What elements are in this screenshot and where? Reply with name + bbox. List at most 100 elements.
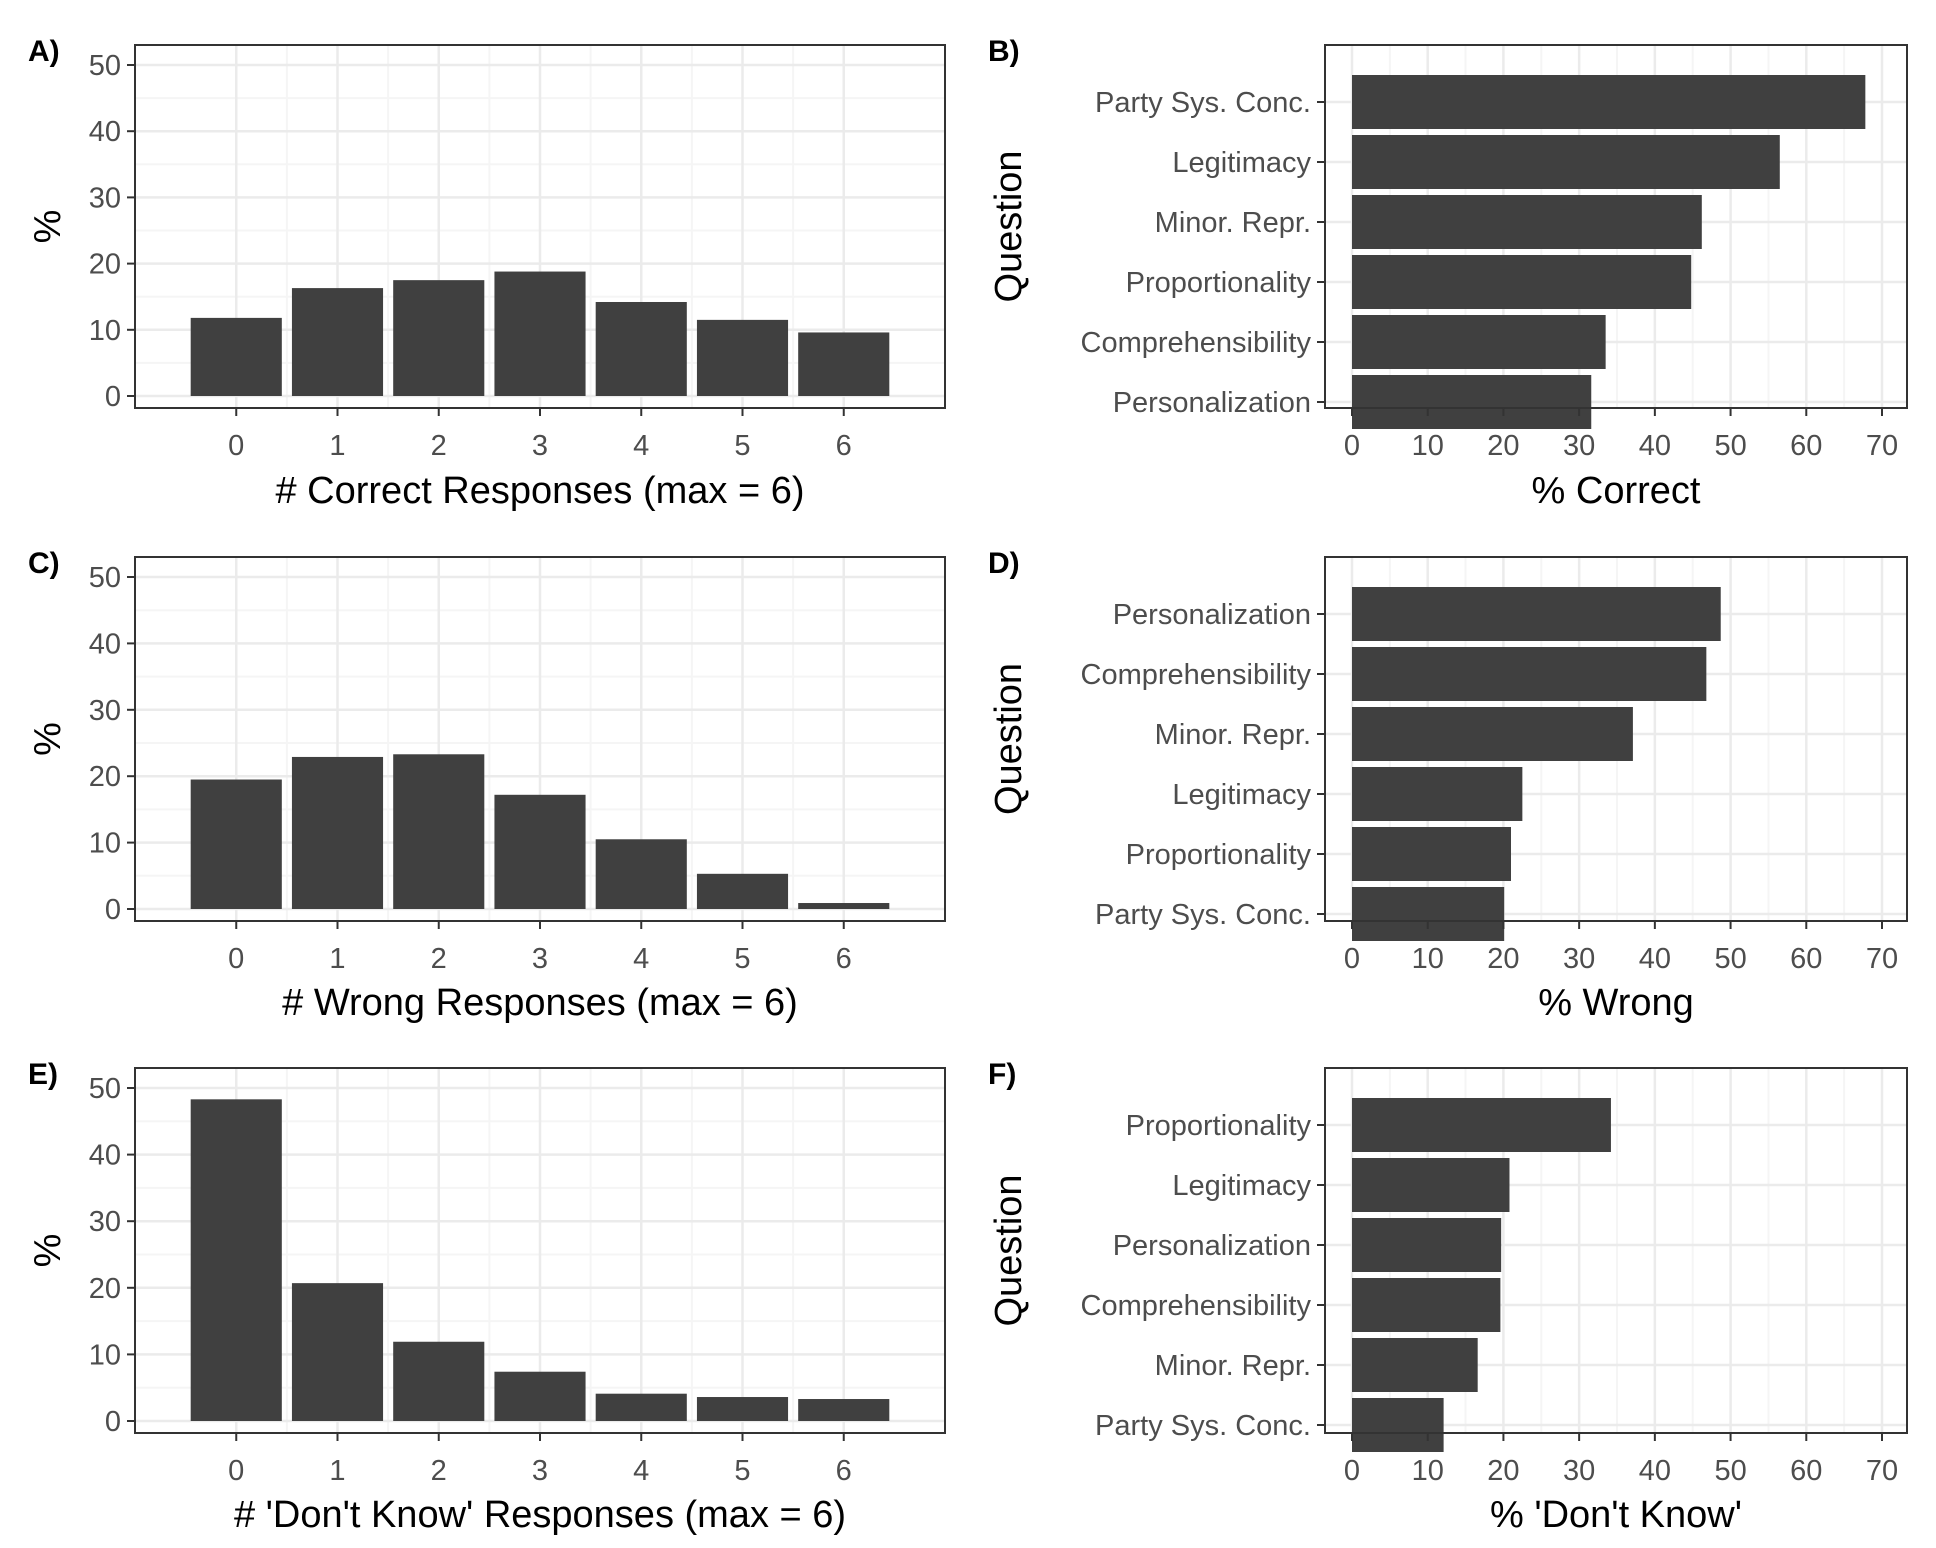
panel-a-bar-5 bbox=[696, 319, 789, 396]
panel-d-x-tick-label: 20 bbox=[1487, 943, 1519, 975]
panel-e-x-tick-label: 2 bbox=[431, 1455, 447, 1487]
panel-f-x-tick-label: 20 bbox=[1487, 1455, 1519, 1487]
panel-e-label: E) bbox=[28, 1058, 58, 1091]
panel-b-bar-6 bbox=[1352, 375, 1592, 429]
panel-f-bar-2 bbox=[1352, 1158, 1510, 1212]
panel-b-x-tick-label: 20 bbox=[1487, 430, 1519, 462]
panel-e-x-tick-label: 5 bbox=[734, 1455, 750, 1487]
panel-c-y-tick-label: 10 bbox=[89, 828, 121, 860]
panel-a-bar-3 bbox=[494, 271, 586, 396]
panel-b-category-label: Comprehensibility bbox=[1081, 327, 1312, 359]
panel-b-x-axis-title: % Correct bbox=[1532, 470, 1701, 512]
panel-a-bar-2 bbox=[393, 280, 485, 396]
panel-b-x-tick-label: 70 bbox=[1866, 430, 1898, 462]
panel-c-x-tick-label: 6 bbox=[836, 943, 852, 975]
panel-a-x-axis-title: # Correct Responses (max = 6) bbox=[275, 470, 804, 512]
panel-c-x-axis-title: # Wrong Responses (max = 6) bbox=[282, 982, 798, 1024]
panel-a-x-tick-label: 6 bbox=[836, 430, 852, 462]
panel-d-category-label: Party Sys. Conc. bbox=[1095, 899, 1311, 931]
panel-a-bar-1 bbox=[291, 288, 384, 396]
panel-b-x-tick-label: 30 bbox=[1563, 430, 1595, 462]
panel-a-x-tick-label: 4 bbox=[633, 430, 649, 462]
panel-d-x-tick-label: 60 bbox=[1790, 943, 1822, 975]
panel-b-x-tick-label: 10 bbox=[1412, 430, 1444, 462]
panel-b-x-tick-label: 40 bbox=[1639, 430, 1671, 462]
panel-e-y-axis-title: % bbox=[27, 1234, 69, 1268]
panel-e-bar-6 bbox=[798, 1399, 890, 1421]
panel-a-y-tick-label: 50 bbox=[89, 50, 121, 82]
panel-e-bar-2 bbox=[393, 1341, 485, 1421]
panel-b-bar-2 bbox=[1352, 135, 1780, 189]
panel-d-label: D) bbox=[988, 547, 1020, 580]
panel-a-x-tick-label: 5 bbox=[734, 430, 750, 462]
panel-f-category-label: Personalization bbox=[1113, 1230, 1311, 1262]
panel-f-bar-1 bbox=[1352, 1098, 1611, 1152]
panel-f-x-tick-label: 30 bbox=[1563, 1455, 1595, 1487]
panel-b-category-label: Legitimacy bbox=[1172, 147, 1311, 179]
panel-f-y-axis-title: Question bbox=[988, 1174, 1030, 1326]
panel-b-bar-4 bbox=[1352, 255, 1692, 309]
panel-d-category-label: Comprehensibility bbox=[1081, 659, 1312, 691]
panel-c-bar-0 bbox=[190, 779, 282, 909]
panel-c-bar-3 bbox=[494, 794, 586, 909]
panel-f-bar-6 bbox=[1352, 1398, 1444, 1452]
panel-a-x-tick-label: 1 bbox=[329, 430, 345, 462]
panel-f-category-label: Party Sys. Conc. bbox=[1095, 1410, 1311, 1442]
panel-b-label: B) bbox=[988, 35, 1020, 68]
panel-e-x-tick-label: 6 bbox=[836, 1455, 852, 1487]
panel-f-label: F) bbox=[988, 1058, 1016, 1091]
panel-c-bar-1 bbox=[291, 756, 384, 909]
panel-e-x-axis-title: # 'Don't Know' Responses (max = 6) bbox=[234, 1494, 846, 1536]
panel-e-x-tick-label: 0 bbox=[228, 1455, 244, 1487]
panel-e-bar-0 bbox=[190, 1099, 282, 1421]
panel-c-label: C) bbox=[28, 547, 60, 580]
panel-a-x-tick-label: 3 bbox=[532, 430, 548, 462]
panel-d-x-tick-label: 50 bbox=[1714, 943, 1746, 975]
panel-b-category-label: Personalization bbox=[1113, 387, 1311, 419]
panel-a-bar-0 bbox=[190, 317, 282, 396]
panel-c-x-tick-label: 1 bbox=[329, 943, 345, 975]
panel-e-y-tick-label: 30 bbox=[89, 1206, 121, 1238]
panel-b-bar-5 bbox=[1352, 315, 1606, 369]
panel-c-x-tick-label: 4 bbox=[633, 943, 649, 975]
panel-d-x-tick-label: 30 bbox=[1563, 943, 1595, 975]
panel-e-bar-3 bbox=[494, 1371, 586, 1421]
panel-b-category-label: Minor. Repr. bbox=[1155, 207, 1311, 239]
panel-d-category-label: Personalization bbox=[1113, 599, 1311, 631]
panel-d-category-label: Legitimacy bbox=[1172, 779, 1311, 811]
panel-d-category-label: Minor. Repr. bbox=[1155, 719, 1311, 751]
panel-f-bar-4 bbox=[1352, 1278, 1501, 1332]
panel-e-bar-1 bbox=[291, 1283, 384, 1421]
panel-f-x-tick-label: 70 bbox=[1866, 1455, 1898, 1487]
panel-c-y-tick-label: 50 bbox=[89, 562, 121, 594]
panel-a-y-tick-label: 10 bbox=[89, 315, 121, 347]
panel-d-x-tick-label: 10 bbox=[1412, 943, 1444, 975]
panel-f-category-label: Minor. Repr. bbox=[1155, 1350, 1311, 1382]
panel-e-bar-5 bbox=[696, 1397, 789, 1421]
panel-b-frame bbox=[1324, 44, 1908, 409]
panel-e-x-tick-label: 3 bbox=[532, 1455, 548, 1487]
panel-c-x-tick-label: 5 bbox=[734, 943, 750, 975]
panel-a-bar-4 bbox=[595, 301, 687, 396]
panel-d-bar-5 bbox=[1352, 827, 1511, 881]
panel-f-x-axis-title: % 'Don't Know' bbox=[1490, 1494, 1742, 1536]
panel-c-x-tick-label: 2 bbox=[431, 943, 447, 975]
panel-f-category-label: Proportionality bbox=[1126, 1110, 1312, 1142]
panel-f-x-tick-label: 50 bbox=[1714, 1455, 1746, 1487]
panel-e-bar-4 bbox=[595, 1393, 687, 1421]
panel-b-bar-3 bbox=[1352, 195, 1702, 249]
panel-b-x-tick-label: 0 bbox=[1344, 430, 1360, 462]
panel-a-bar-6 bbox=[798, 332, 890, 396]
panel-d-x-tick-label: 0 bbox=[1344, 943, 1360, 975]
panel-b-x-tick-label: 50 bbox=[1714, 430, 1746, 462]
panel-a-y-axis-title: % bbox=[27, 210, 69, 244]
panel-a-x-tick-label: 2 bbox=[431, 430, 447, 462]
panel-e-y-tick-label: 20 bbox=[89, 1273, 121, 1305]
panel-f-bar-5 bbox=[1352, 1338, 1478, 1392]
panel-c-bar-2 bbox=[393, 754, 485, 909]
panel-d-x-tick-label: 40 bbox=[1639, 943, 1671, 975]
panel-c-y-tick-label: 20 bbox=[89, 761, 121, 793]
panel-a-y-tick-label: 0 bbox=[105, 381, 121, 413]
panel-c-bar-5 bbox=[696, 873, 789, 909]
